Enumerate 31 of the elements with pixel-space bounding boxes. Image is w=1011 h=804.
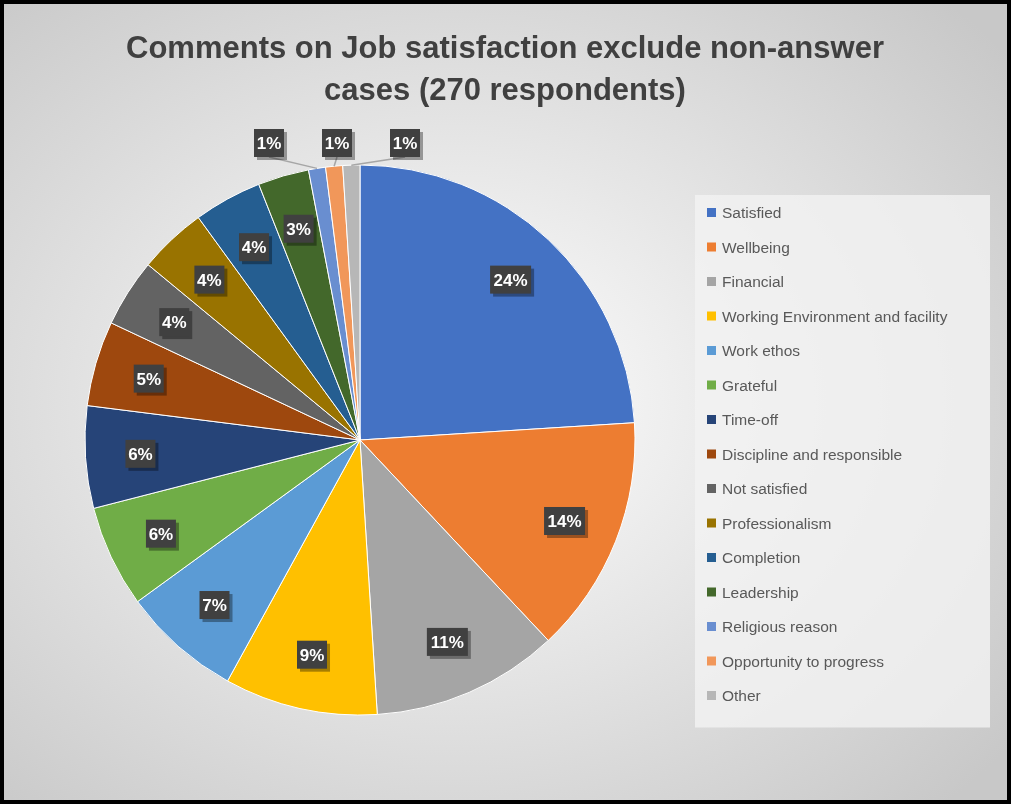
legend-label: Professionalism (722, 514, 832, 532)
legend-label: Discipline and responsible (722, 445, 903, 463)
legend-label: Financial (722, 273, 785, 290)
legend-label: Opportunity to progress (722, 652, 885, 670)
legend-label: Wellbeing (722, 238, 790, 256)
legend-label: Not satisfied (722, 480, 808, 497)
data-label: 4% (241, 238, 267, 258)
legend-label: Completion (722, 549, 801, 566)
data-label: 14% (547, 511, 582, 531)
data-label: 4% (197, 270, 222, 290)
data-label: 6% (148, 524, 174, 544)
data-label: 9% (299, 645, 325, 665)
data-label: 7% (202, 596, 227, 616)
data-label: 3% (286, 219, 311, 239)
data-label: 24% (493, 270, 528, 290)
data-label: 11% (430, 632, 464, 652)
legend-label: Religious reason (722, 618, 838, 635)
legend-label: Other (722, 687, 761, 704)
data-label: 1% (324, 134, 350, 153)
data-label: 4% (161, 313, 187, 333)
legend-label: Leadership (722, 583, 799, 601)
legend-label: Working Environment and facility (722, 307, 948, 325)
data-label: 6% (128, 444, 153, 464)
data-label: 5% (136, 369, 162, 389)
data-label: 1% (256, 134, 282, 153)
slice-label: Satisfied (722, 204, 782, 221)
legend-label: Time-off (722, 411, 779, 428)
legend-label: Work ethos (722, 342, 801, 359)
legend-label: Grateful (722, 376, 778, 394)
chart-title: Comments on Job satisfaction exclude non-answer cases (270 respondents) (126, 30, 884, 107)
data-label: 1% (392, 134, 418, 153)
